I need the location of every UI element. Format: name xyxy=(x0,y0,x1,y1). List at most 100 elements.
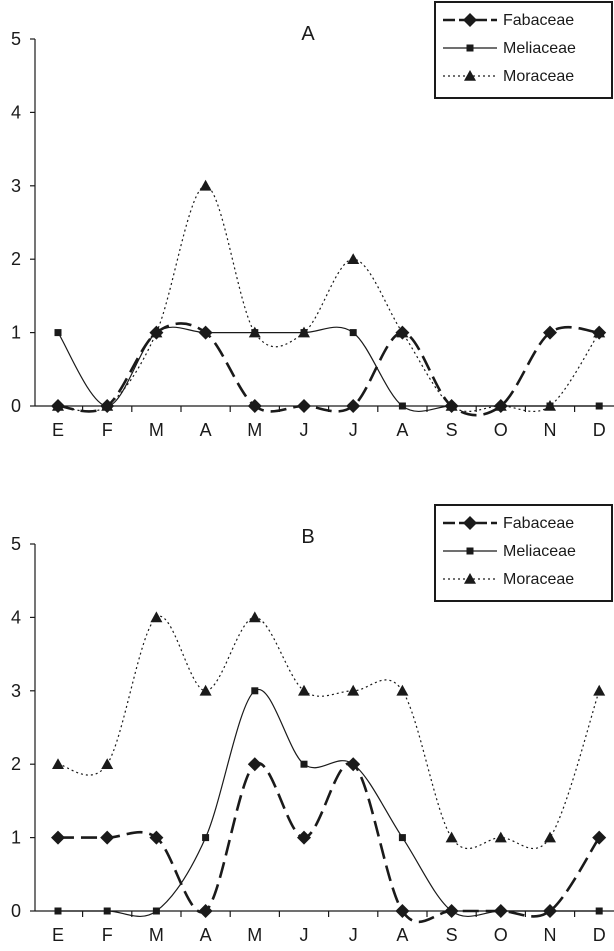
data-point-fabaceae xyxy=(100,830,115,845)
data-point-meliaceae xyxy=(202,329,210,337)
data-point-moraceae xyxy=(248,611,261,623)
x-tick-label: E xyxy=(52,420,64,440)
y-tick-label: 4 xyxy=(11,607,21,627)
x-tick-label: A xyxy=(396,925,408,945)
data-point-moraceae xyxy=(347,684,360,696)
data-point-moraceae xyxy=(593,326,606,338)
y-tick-label: 3 xyxy=(11,176,21,196)
data-point-meliaceae xyxy=(398,834,406,842)
legend: Fabaceae Meliaceae Moraceae xyxy=(434,504,613,602)
data-point-moraceae xyxy=(494,831,507,843)
data-point-fabaceae xyxy=(247,757,262,772)
data-point-moraceae xyxy=(445,400,458,411)
data-point-moraceae xyxy=(150,611,163,623)
legend-label-fabaceae: Fabaceae xyxy=(503,515,574,532)
legend-label-meliaceae: Meliaceae xyxy=(503,543,576,560)
data-point-meliaceae xyxy=(349,760,357,768)
x-tick-label: A xyxy=(200,420,212,440)
x-tick-label: M xyxy=(149,420,164,440)
x-tick-label: D xyxy=(593,925,606,945)
legend-marker-fabaceae xyxy=(463,13,477,27)
data-point-meliaceae xyxy=(595,907,603,915)
legend-label-meliaceae: Meliaceae xyxy=(503,40,576,57)
y-tick-label: 4 xyxy=(11,102,21,122)
chart-panel-a: 0 1 2 3 4 5 E F M A M J J A S O N D A Fabaceae Meliaceae Mora… xyxy=(11,1,614,440)
data-point-moraceae xyxy=(445,831,458,843)
data-point-moraceae xyxy=(101,758,114,769)
data-point-meliaceae xyxy=(54,907,62,915)
y-tick-label: 0 xyxy=(11,901,21,921)
x-tick-label: J xyxy=(300,925,309,945)
data-point-fabaceae xyxy=(51,830,65,845)
legend-marker-fabaceae xyxy=(463,516,477,530)
legend-marker-moraceae xyxy=(464,573,476,584)
y-tick-label: 1 xyxy=(11,323,21,343)
x-tick-label: N xyxy=(544,420,557,440)
legend-marker-meliaceae xyxy=(466,547,474,555)
legend-box xyxy=(434,504,613,602)
data-point-moraceae xyxy=(52,758,64,769)
y-tick-label: 5 xyxy=(11,29,21,49)
data-point-fabaceae xyxy=(149,830,164,845)
data-point-moraceae xyxy=(544,831,556,843)
data-point-moraceae xyxy=(248,326,261,338)
x-tick-label: M xyxy=(247,420,262,440)
data-point-moraceae xyxy=(199,684,212,696)
x-tick-label: F xyxy=(102,925,113,945)
panel-title: A xyxy=(301,23,315,45)
data-point-meliaceae xyxy=(202,834,210,842)
data-point-meliaceae xyxy=(497,907,505,915)
series-line-fabaceae xyxy=(57,322,600,417)
data-point-moraceae xyxy=(298,684,310,696)
data-point-moraceae xyxy=(150,326,163,338)
data-point-moraceae xyxy=(396,326,409,338)
x-tick-label: A xyxy=(396,420,408,440)
y-tick-label: 2 xyxy=(11,249,21,269)
data-point-moraceae xyxy=(298,326,310,338)
series-line-meliaceae xyxy=(57,326,600,412)
x-tick-label: A xyxy=(200,925,212,945)
x-tick-label: F xyxy=(102,420,113,440)
chart-panel-b: 0 1 2 3 4 5 E F M A M J J A S O N D B Fabaceae Meliaceae Mora… xyxy=(11,504,614,945)
x-tick-label: J xyxy=(300,420,309,440)
data-point-meliaceae xyxy=(103,907,111,915)
data-point-meliaceae xyxy=(448,907,456,915)
data-point-moraceae xyxy=(396,684,409,696)
legend-label-moraceae: Moraceae xyxy=(503,571,574,588)
y-tick-label: 2 xyxy=(11,754,21,774)
legend-label-moraceae: Moraceae xyxy=(503,68,574,85)
y-tick-label: 1 xyxy=(11,828,21,848)
data-point-fabaceae xyxy=(395,904,410,918)
legend-marker-meliaceae xyxy=(466,44,474,52)
data-point-fabaceae xyxy=(543,325,557,340)
data-point-meliaceae xyxy=(349,329,357,337)
legend-box xyxy=(434,1,613,99)
data-point-moraceae xyxy=(593,684,606,696)
data-point-meliaceae xyxy=(152,907,160,915)
data-point-moraceae xyxy=(494,400,507,411)
data-point-fabaceae xyxy=(297,399,311,413)
data-point-moraceae xyxy=(101,400,114,411)
legend-marker-moraceae xyxy=(464,70,476,81)
y-tick-label: 0 xyxy=(11,396,21,416)
data-point-fabaceae xyxy=(346,399,361,413)
x-tick-label: S xyxy=(446,420,458,440)
x-tick-label: J xyxy=(349,925,358,945)
data-point-fabaceae xyxy=(198,904,213,918)
series-line-moraceae xyxy=(57,615,600,850)
data-point-meliaceae xyxy=(54,329,62,337)
x-tick-label: D xyxy=(593,420,606,440)
data-point-moraceae xyxy=(347,253,360,264)
series-line-meliaceae xyxy=(57,688,600,917)
series-line-moraceae xyxy=(57,185,600,412)
x-tick-label: O xyxy=(494,925,508,945)
data-point-moraceae xyxy=(52,400,64,411)
y-tick-label: 5 xyxy=(11,534,21,554)
data-point-fabaceae xyxy=(592,830,607,845)
data-point-fabaceae xyxy=(297,830,311,845)
data-point-moraceae xyxy=(199,179,212,191)
data-point-fabaceae xyxy=(247,399,262,413)
x-tick-label: M xyxy=(247,925,262,945)
x-tick-label: J xyxy=(349,420,358,440)
